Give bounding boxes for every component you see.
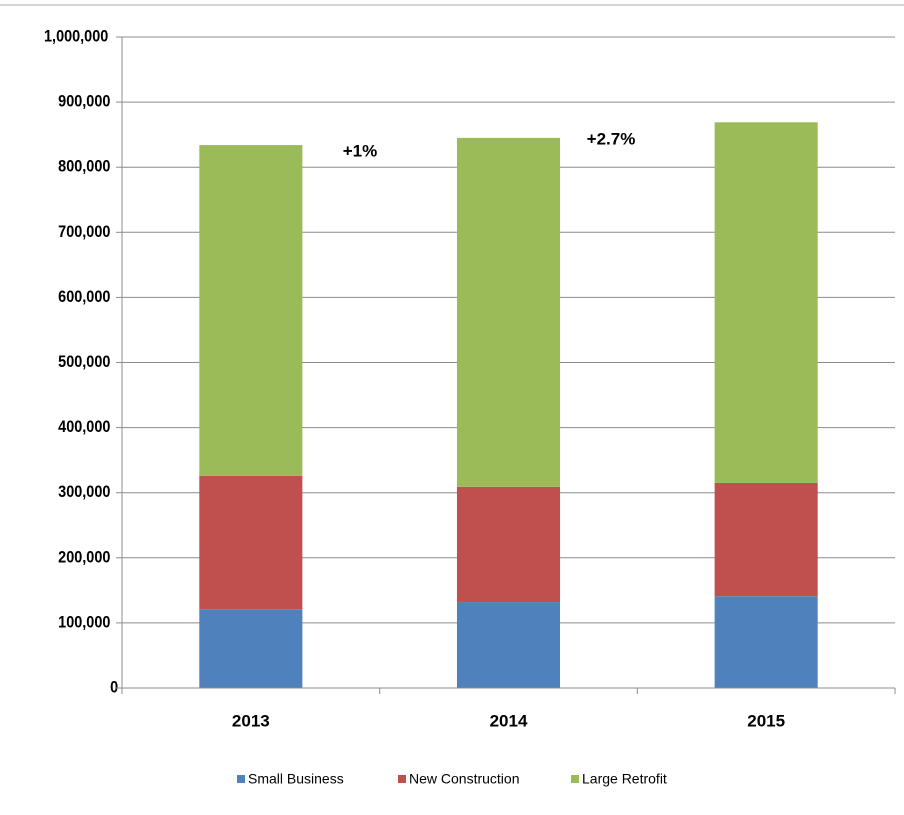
bar-segment	[199, 475, 303, 610]
y-tick-label: 400,000	[58, 418, 110, 436]
y-tick-label: 1,000,000	[44, 27, 108, 45]
y-tick-label: 100,000	[58, 613, 110, 631]
legend-label: Large Retrofit	[582, 771, 667, 787]
y-tick-label: 500,000	[58, 353, 110, 371]
legend-label: Small Business	[248, 771, 344, 787]
y-tick-label: 900,000	[58, 93, 110, 111]
annotation: +2.7%	[587, 129, 636, 148]
bar-segment	[456, 137, 561, 487]
y-tick-label: 700,000	[58, 223, 110, 241]
x-tick-label: 2013	[232, 711, 270, 730]
bar-segment	[714, 596, 818, 688]
x-tick-label: 2014	[490, 711, 528, 730]
bar-segment	[456, 602, 561, 688]
y-tick-label: 600,000	[58, 288, 110, 306]
legend-swatch	[571, 775, 579, 783]
annotation: +1%	[343, 141, 378, 160]
legend-label: New Construction	[409, 771, 520, 787]
bar-segment	[199, 145, 303, 476]
legend-swatch	[237, 775, 245, 783]
x-tick-label: 2015	[747, 711, 785, 730]
bar-segment	[714, 122, 818, 483]
bar-segment	[714, 482, 818, 597]
bar-segment	[456, 486, 561, 603]
y-tick-label: 200,000	[58, 548, 110, 566]
y-tick-label: 0	[110, 678, 118, 696]
bar-segment	[199, 609, 303, 688]
legend-swatch	[398, 775, 406, 783]
y-tick-label: 800,000	[58, 158, 110, 176]
y-tick-label: 300,000	[58, 483, 110, 501]
